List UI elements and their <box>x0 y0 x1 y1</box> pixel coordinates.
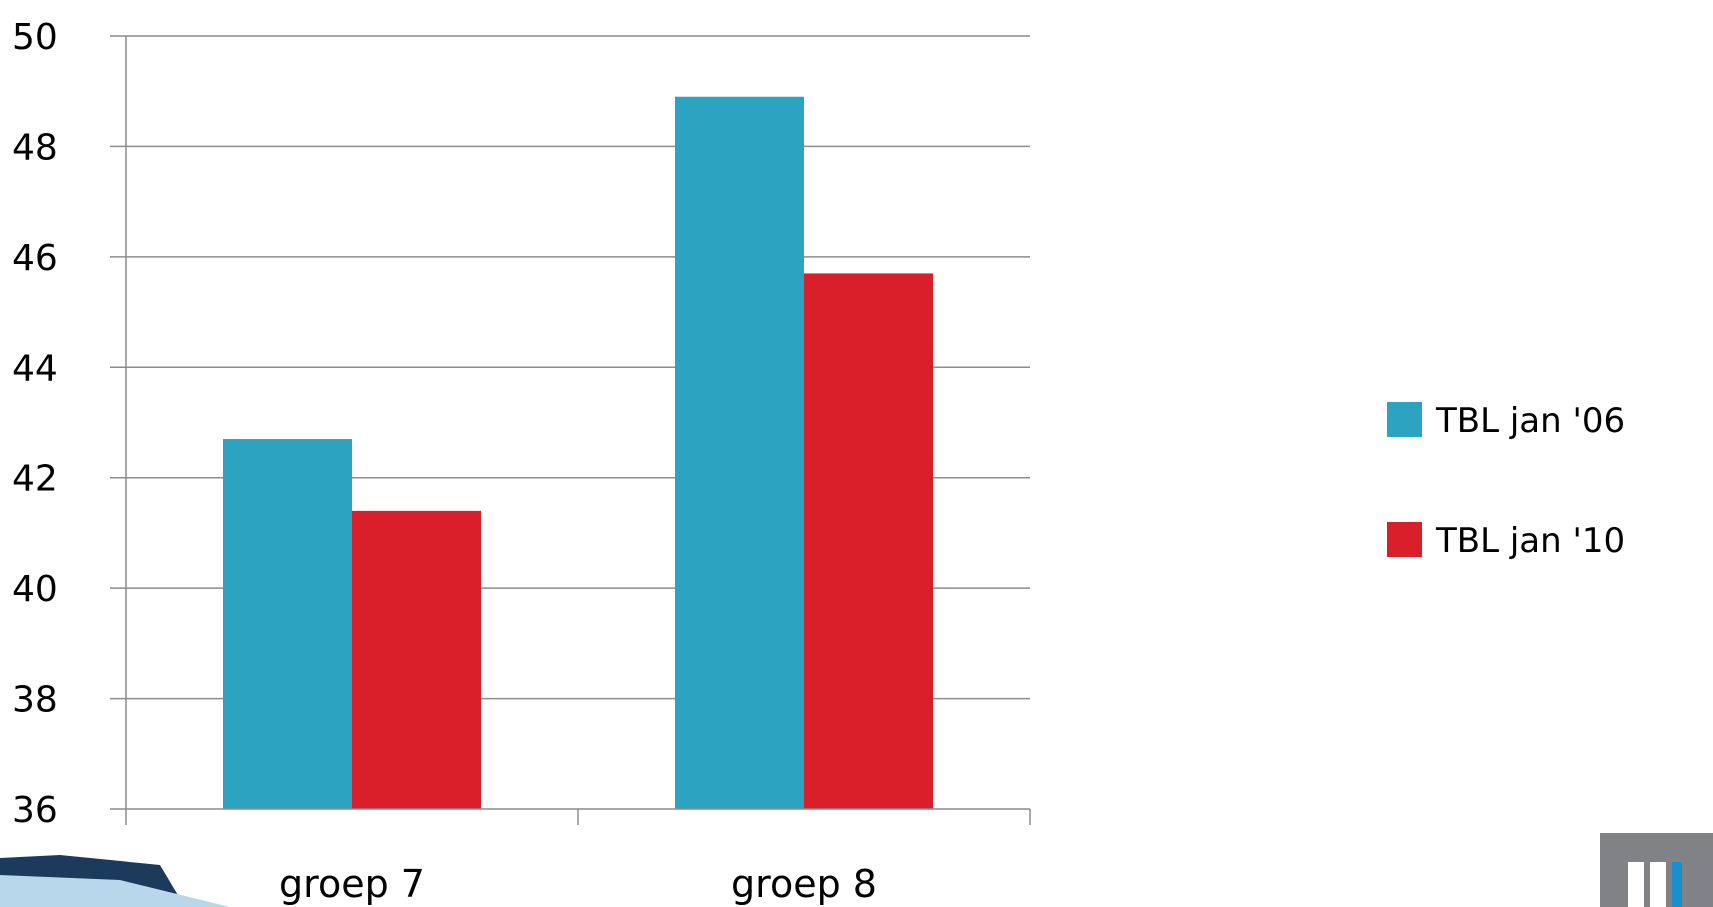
bars <box>223 96 933 810</box>
y-tick-label: 36 <box>12 790 58 831</box>
x-category-label: groep 8 <box>731 862 877 906</box>
axis-labels: 36 38 40 42 44 46 48 50 groep 7 groep 8 <box>12 17 877 906</box>
corner-logo-bar <box>1650 862 1666 907</box>
x-category-label: groep 7 <box>279 862 425 906</box>
corner-logo-bar <box>1672 862 1682 907</box>
y-tick-label: 42 <box>12 459 58 500</box>
legend-label: TBL jan '10 <box>1435 521 1625 561</box>
axes <box>110 36 1031 825</box>
corner-logo-bar <box>1628 862 1644 907</box>
legend-swatch <box>1387 522 1422 557</box>
slide-decoration <box>0 833 1713 907</box>
y-tick-label: 46 <box>12 238 58 279</box>
y-tick-label: 44 <box>12 348 58 389</box>
decorative-swoosh-highlight <box>0 875 230 907</box>
legend-swatch <box>1387 402 1422 437</box>
y-tick-label: 40 <box>12 569 58 610</box>
bar <box>223 439 352 809</box>
bar <box>352 510 481 809</box>
bar <box>804 273 933 810</box>
legend: TBL jan '06 TBL jan '10 <box>1387 401 1625 561</box>
bar <box>675 96 804 809</box>
y-tick-label: 38 <box>12 680 58 721</box>
y-tick-label: 50 <box>12 17 58 58</box>
y-tick-label: 48 <box>12 127 58 168</box>
legend-label: TBL jan '06 <box>1435 401 1625 441</box>
